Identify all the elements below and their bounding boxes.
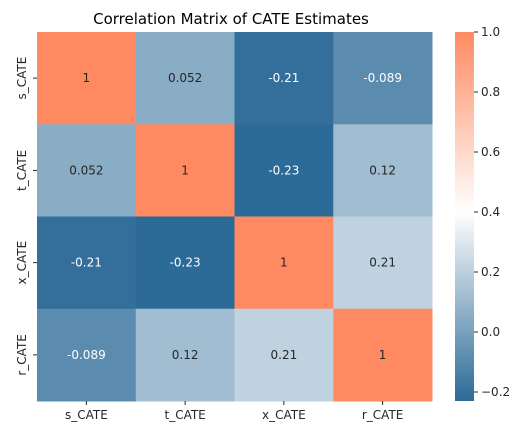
y-tick-label: t_CATE [15,150,29,191]
heatmap-cell-t_CATE-t_CATE [135,124,235,217]
cell-annotation: 0.12 [369,163,396,177]
colorbar-tick-label: 0.4 [481,205,500,219]
heatmap-cell-r_CATE-r_CATE [333,308,433,402]
heatmap-cell-t_CATE-r_CATE [333,124,433,217]
y-tick-label: s_CATE [15,57,29,100]
heatmap-cell-x_CATE-s_CATE [37,216,137,310]
cell-annotation: 1 [379,348,387,362]
x-axis: s_CATE t_CATE x_CATE r_CATE [65,401,403,422]
y-tick-label: x_CATE [15,241,29,285]
colorbar-tick-label: 0.8 [481,85,500,99]
heatmap-cell-r_CATE-t_CATE [135,308,235,402]
x-tick-label: s_CATE [65,408,108,422]
cell-annotation: 1 [181,163,189,177]
x-tick-label: t_CATE [164,408,205,422]
heatmap-cell-t_CATE-x_CATE [234,124,334,217]
cell-annotation: -0.21 [268,71,299,85]
heatmap-cell-s_CATE-s_CATE [37,32,137,125]
colorbar: 1.0 0.8 0.6 0.4 0.2 0.0 −0.2 [455,25,510,401]
colorbar-tick-label: 1.0 [481,25,500,39]
heatmap-cell-t_CATE-s_CATE [37,124,137,217]
y-axis: s_CATE t_CATE x_CATE r_CATE [15,57,37,376]
cell-annotation: -0.089 [67,348,106,362]
heatmap-cell-s_CATE-r_CATE [333,32,433,125]
cell-annotation: 0.052 [168,71,202,85]
cell-annotation: 0.21 [271,348,298,362]
cell-annotation: -0.21 [71,256,102,270]
cell-annotation: 1 [83,71,91,85]
cell-annotation: -0.089 [363,71,402,85]
cell-annotation: 1 [280,256,288,270]
chart-title: Correlation Matrix of CATE Estimates [93,10,369,28]
cell-annotations: 1 0.052 -0.21 -0.089 0.052 1 -0.23 0.12 -0.21 -0.… [67,71,402,362]
x-tick-label: x_CATE [262,408,306,422]
y-tick-label: r_CATE [15,334,29,376]
colorbar-tick-label: 0.6 [481,145,500,159]
colorbar-gradient [455,32,474,401]
cell-annotation: 0.21 [369,256,396,270]
heatmap-cell-s_CATE-t_CATE [135,32,235,125]
heatmap-cell-r_CATE-s_CATE [37,308,137,402]
cell-annotation: 0.052 [69,163,103,177]
x-tick-label: r_CATE [362,408,404,422]
heatmap-cell-x_CATE-r_CATE [333,216,433,310]
cell-annotation: -0.23 [268,163,299,177]
heatmap-cells [37,32,433,402]
colorbar-tick-label: 0.0 [481,325,500,339]
cell-annotation: 0.12 [172,348,199,362]
cell-annotation: -0.23 [170,256,201,270]
colorbar-tick-label: 0.2 [481,265,500,279]
colorbar-tick-label: −0.2 [481,385,510,399]
heatmap-cell-s_CATE-x_CATE [234,32,334,125]
heatmap-cell-x_CATE-t_CATE [135,216,235,310]
heatmap-cell-r_CATE-x_CATE [234,308,334,402]
heatmap-cell-x_CATE-x_CATE [234,216,334,310]
